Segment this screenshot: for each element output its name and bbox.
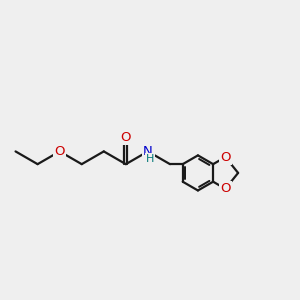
Text: H: H [146,154,154,164]
Text: O: O [220,182,231,195]
Text: O: O [121,131,131,144]
Text: O: O [220,151,231,164]
Text: N: N [143,145,153,158]
Text: O: O [54,145,65,158]
